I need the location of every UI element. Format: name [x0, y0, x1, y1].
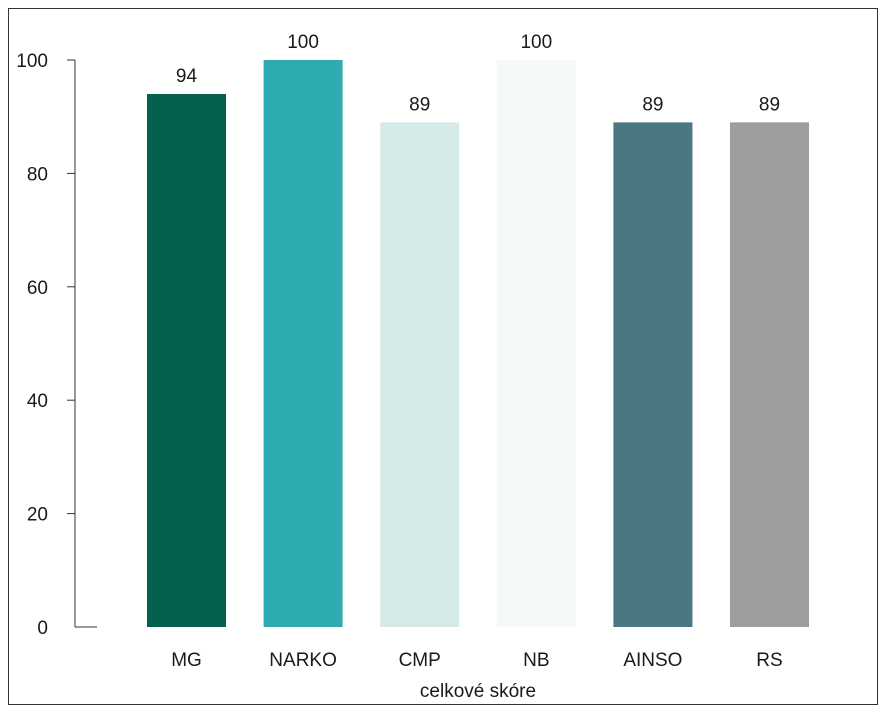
bar-mg: [147, 94, 226, 627]
category-label-cmp: CMP: [399, 650, 441, 671]
y-tick-label: 0: [37, 618, 48, 639]
y-tick-label: 60: [27, 278, 48, 299]
bar-rs: [730, 122, 809, 628]
category-label-rs: RS: [756, 650, 782, 671]
value-label-rs: 89: [759, 94, 780, 115]
bar-cmp: [380, 122, 460, 628]
x-axis-labels: MG NARKO CMP NB AINSO RS: [171, 650, 783, 671]
y-tick-label: 100: [16, 51, 48, 72]
category-label-mg: MG: [171, 650, 202, 671]
category-label-narko: NARKO: [269, 650, 337, 671]
value-labels: 94 100 89 100 89 89: [176, 32, 780, 115]
y-tick-label: 40: [27, 391, 48, 412]
value-label-cmp: 89: [409, 94, 430, 115]
x-axis-title: celkové skóre: [420, 681, 536, 702]
bar-nb: [496, 60, 576, 627]
y-tick-label: 80: [27, 164, 48, 185]
value-label-nb: 100: [520, 32, 552, 53]
category-label-ainso: AINSO: [623, 650, 682, 671]
value-label-ainso: 89: [642, 94, 663, 115]
category-label-nb: NB: [523, 650, 549, 671]
bars: [147, 60, 809, 628]
bar-ainso: [613, 122, 693, 628]
y-tick-label: 20: [27, 505, 48, 526]
bar-narko: [263, 60, 343, 627]
value-label-mg: 94: [176, 66, 198, 87]
y-axis: 0 20 40 60 80 100: [16, 51, 97, 639]
value-label-narko: 100: [287, 32, 319, 53]
